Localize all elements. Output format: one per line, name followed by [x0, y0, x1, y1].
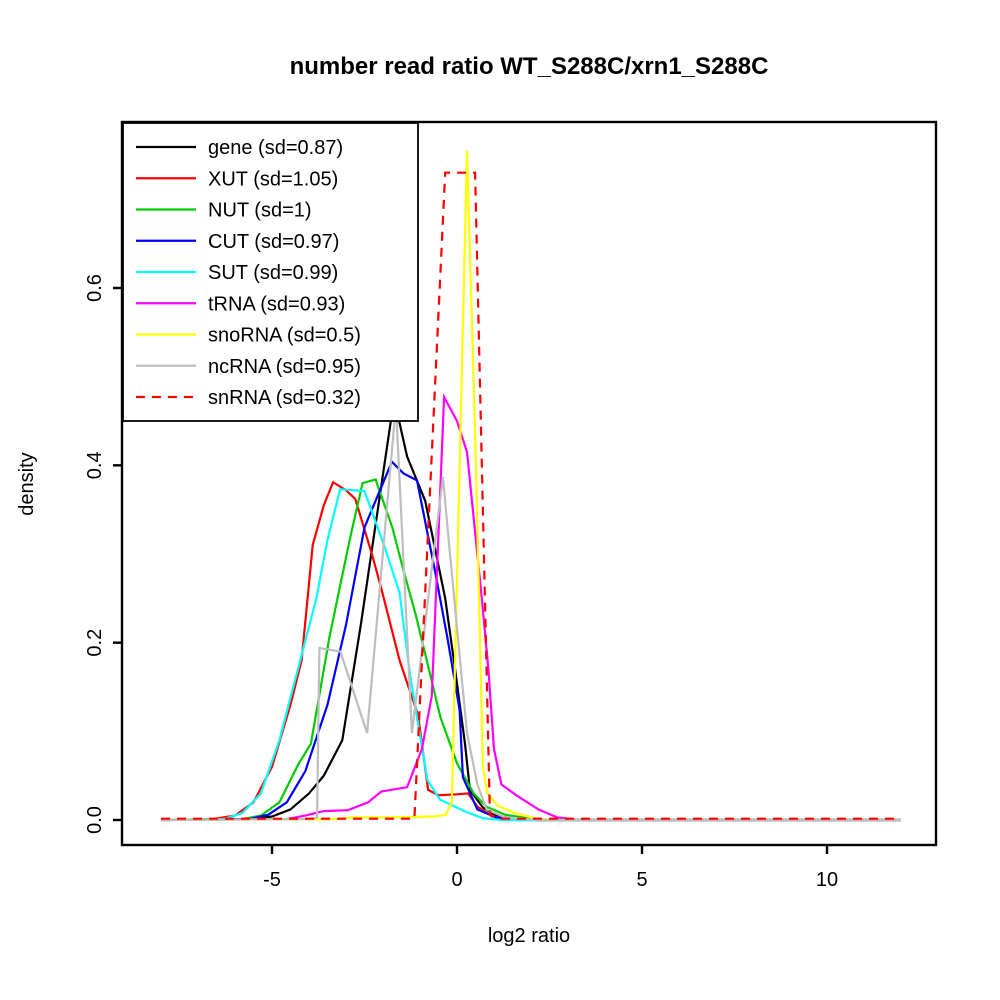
series-line-ncRNA — [160, 404, 901, 822]
legend-label-SUT: SUT (sd=0.99) — [208, 262, 338, 284]
chart-title: number read ratio WT_S288C/xrn1_S288C — [290, 53, 769, 80]
legend-label-tRNA: tRNA (sd=0.93) — [208, 293, 345, 315]
y-tick-label-0.2: 0.2 — [84, 629, 106, 657]
plot-box — [120, 120, 938, 847]
x-axis: -5 0 5 10 — [263, 845, 838, 891]
legend-label-XUT: XUT (sd=1.05) — [208, 168, 338, 190]
legend: gene (sd=0.87) XUT (sd=1.05) NUT (sd=1) CUT… — [122, 122, 419, 422]
series-line-NUT — [160, 478, 901, 822]
series-line-gene — [160, 398, 901, 822]
legend-label-snoRNA: snoRNA (sd=0.5) — [208, 325, 361, 347]
y-tick-label-0.6: 0.6 — [84, 274, 106, 302]
x-tick-label-10: 10 — [816, 869, 838, 891]
x-tick-label--5: -5 — [263, 869, 281, 891]
legend-box — [122, 122, 419, 422]
x-tick-label-5: 5 — [636, 869, 647, 891]
series-line-snoRNA — [160, 150, 901, 822]
series-line-tRNA — [160, 393, 901, 822]
legend-label-gene: gene (sd=0.87) — [208, 137, 343, 159]
x-axis-label: log2 ratio — [488, 925, 570, 947]
series-line-snRNA — [161, 171, 901, 820]
x-tick-label-0: 0 — [451, 869, 462, 891]
y-tick-label-0.4: 0.4 — [84, 451, 106, 479]
series-curves-group — [160, 150, 901, 822]
legend-label-CUT: CUT (sd=0.97) — [208, 231, 339, 253]
legend-label-NUT: NUT (sd=1) — [208, 200, 312, 222]
legend-label-snRNA: snRNA (sd=0.32) — [208, 387, 361, 409]
y-axis-label: density — [16, 452, 38, 515]
legend-label-ncRNA: ncRNA (sd=0.95) — [208, 356, 361, 378]
y-tick-label-0.0: 0.0 — [84, 806, 106, 834]
series-line-CUT — [160, 459, 901, 822]
series-line-SUT — [160, 488, 901, 822]
series-line-XUT — [160, 480, 901, 822]
y-axis: 0.0 0.2 0.4 0.6 — [84, 274, 122, 834]
